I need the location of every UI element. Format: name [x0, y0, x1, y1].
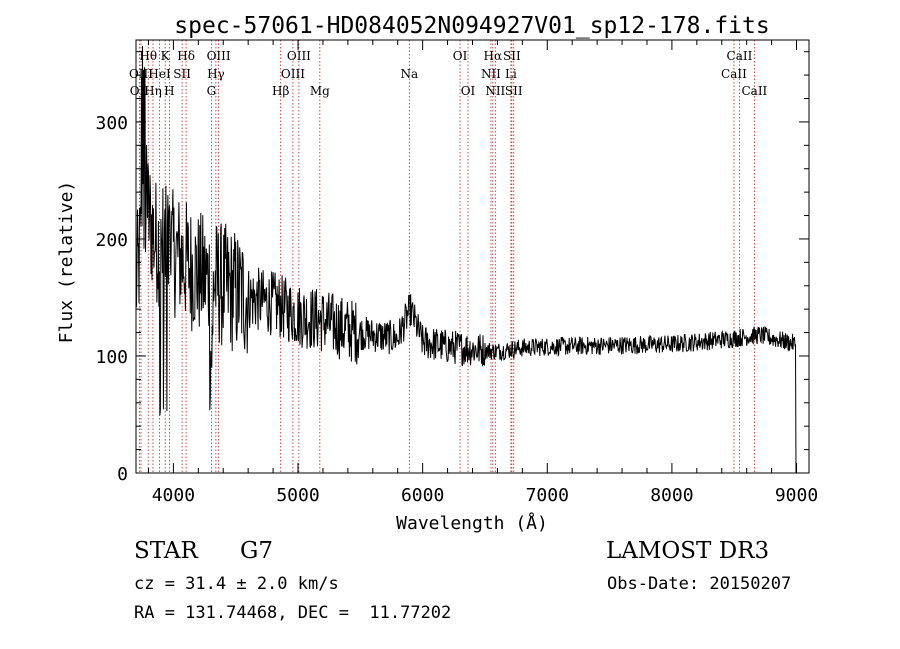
- subclass: G7: [240, 538, 274, 564]
- line-label: K: [161, 49, 171, 63]
- line-label: OIII: [281, 67, 305, 81]
- line-label: OIII: [207, 49, 231, 63]
- line-label: Hθ: [139, 49, 157, 63]
- line-label: OIII: [129, 67, 153, 81]
- line-label: CaII: [727, 49, 753, 63]
- y-tick-label: 0: [117, 464, 128, 485]
- x-tick-label: 7000: [526, 485, 569, 506]
- line-label: CaII: [721, 67, 747, 81]
- plot-frame: [135, 39, 810, 474]
- line-label: OI: [453, 49, 468, 63]
- line-label: Hδ: [177, 49, 195, 63]
- y-axis-label: Flux (relative): [56, 181, 77, 344]
- line-labels: OIIHθOIIIHηHeIKHSIIHδGHγOIIIHβOIIIOIIIMg…: [129, 49, 768, 98]
- object-class: STAR: [134, 538, 198, 564]
- line-label: Hβ: [272, 84, 289, 98]
- line-label: NII: [485, 84, 505, 98]
- y-axis-ticks: 0 100 200 300: [95, 51, 809, 485]
- line-label: Hα: [484, 49, 503, 63]
- line-label: HeI: [148, 67, 171, 81]
- line-label: SII: [505, 84, 523, 98]
- survey-label: LAMOST DR3: [606, 538, 770, 564]
- line-label: Hη: [144, 84, 162, 98]
- x-tick-label: 8000: [650, 485, 693, 506]
- redshift-label: cz = 31.4 ± 2.0 km/s: [134, 574, 339, 594]
- line-label: H: [164, 84, 174, 98]
- x-tick-label: 5000: [276, 485, 319, 506]
- obs-date-label: Obs-Date: 20150207: [607, 574, 792, 594]
- y-tick-label: 100: [95, 347, 128, 368]
- line-label: Li: [505, 67, 517, 81]
- x-axis-ticks: 4000 5000 6000 7000 8000 9000: [147, 40, 818, 506]
- line-label: Mg: [310, 84, 330, 98]
- x-axis-label: Wavelength (Å): [396, 512, 548, 534]
- line-label: SII: [173, 67, 191, 81]
- line-label: NII: [481, 67, 501, 81]
- line-label: Hγ: [207, 67, 225, 81]
- coordinates-label: RA = 131.74468, DEC = 11.77202: [134, 603, 452, 623]
- spectrum-series: [135, 45, 797, 474]
- line-label: OIII: [287, 49, 311, 63]
- line-label: OI: [461, 84, 476, 98]
- line-label: SII: [503, 49, 521, 63]
- line-label: CaII: [741, 84, 767, 98]
- x-tick-label: 4000: [152, 485, 195, 506]
- chart-title: spec-57061-HD084052N094927V01_sp12-178.f…: [174, 13, 769, 39]
- x-tick-label: 9000: [775, 485, 818, 506]
- x-tick-label: 6000: [401, 485, 444, 506]
- y-tick-label: 300: [95, 113, 128, 134]
- line-label: G: [207, 84, 217, 98]
- y-tick-label: 200: [95, 230, 128, 251]
- line-label: Na: [400, 67, 418, 81]
